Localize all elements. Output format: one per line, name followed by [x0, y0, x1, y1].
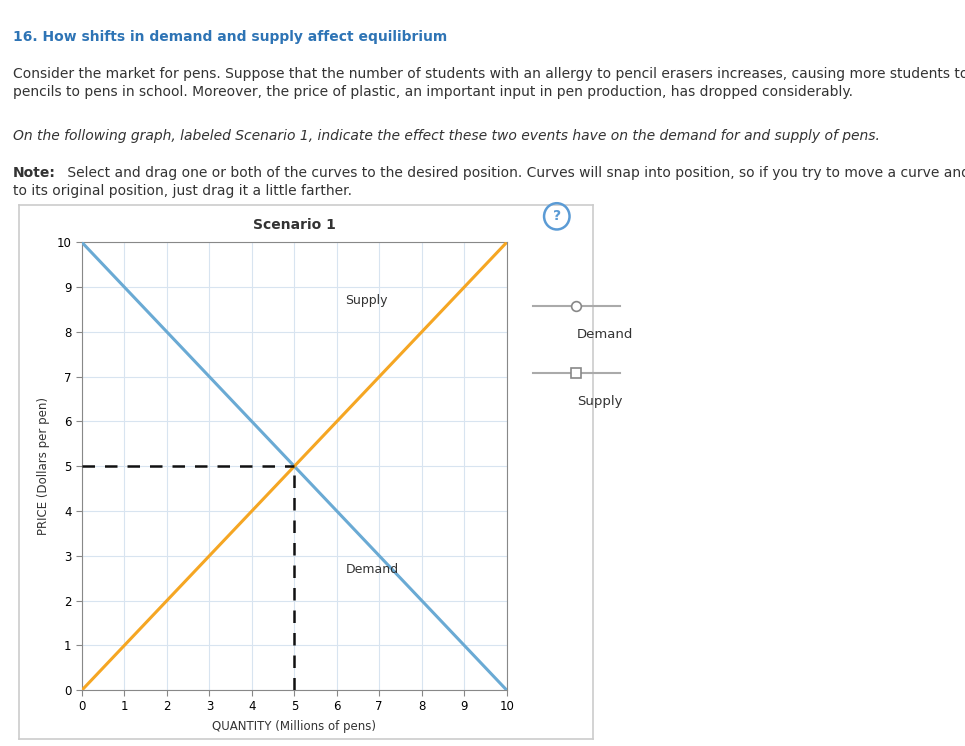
- Title: Scenario 1: Scenario 1: [253, 218, 336, 231]
- Text: Supply: Supply: [577, 395, 622, 408]
- Text: Supply: Supply: [345, 294, 388, 307]
- Text: to its original position, just drag it a little farther.: to its original position, just drag it a…: [13, 184, 351, 198]
- X-axis label: QUANTITY (Millions of pens): QUANTITY (Millions of pens): [212, 721, 376, 733]
- Text: Note:: Note:: [13, 166, 55, 180]
- Text: pencils to pens in school. Moreover, the price of plastic, an important input in: pencils to pens in school. Moreover, the…: [13, 85, 852, 99]
- Text: ?: ?: [553, 210, 561, 223]
- Text: Select and drag one or both of the curves to the desired position. Curves will s: Select and drag one or both of the curve…: [63, 166, 965, 180]
- Text: Consider the market for pens. Suppose that the number of students with an allerg: Consider the market for pens. Suppose th…: [13, 67, 965, 81]
- Text: Demand: Demand: [577, 328, 633, 341]
- Text: Demand: Demand: [345, 562, 399, 576]
- Text: On the following graph, labeled Scenario 1, indicate the effect these two events: On the following graph, labeled Scenario…: [13, 129, 879, 143]
- Y-axis label: PRICE (Dollars per pen): PRICE (Dollars per pen): [37, 398, 50, 535]
- Text: 16. How shifts in demand and supply affect equilibrium: 16. How shifts in demand and supply affe…: [13, 30, 447, 44]
